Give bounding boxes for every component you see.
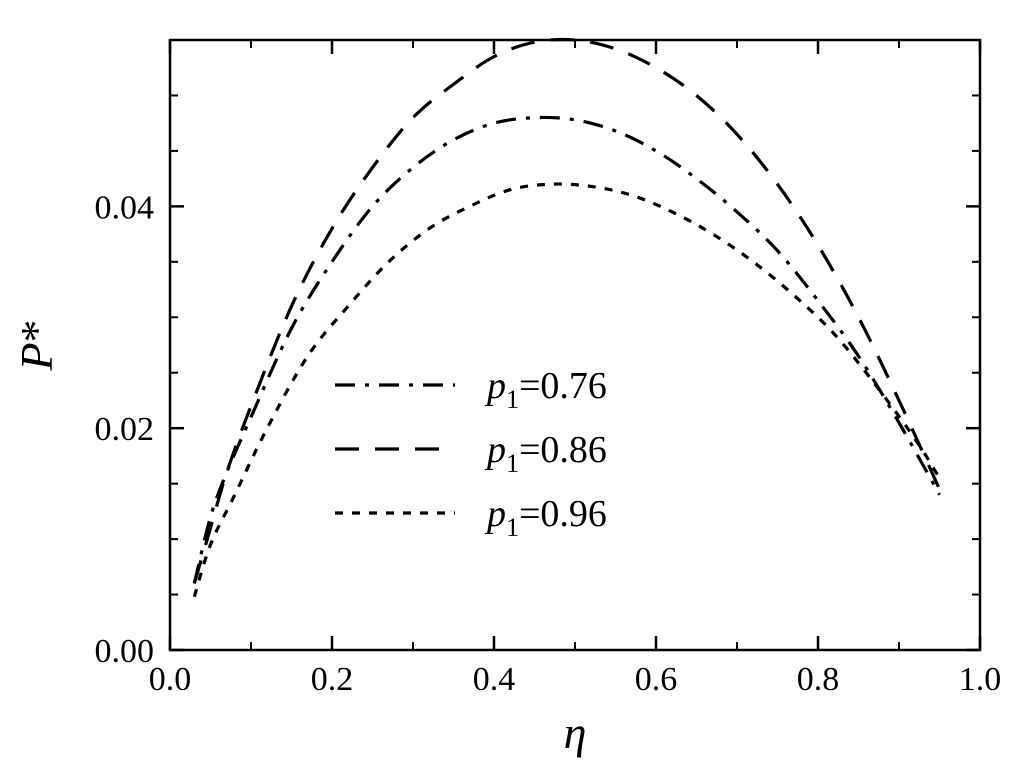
x-tick-label: 0.6 [635,661,678,698]
legend-label-p1_086: p1=0.86 [484,429,607,478]
line-chart: 0.0 0.2 0.4 0.6 0.8 1.0 0.00 0.02 0.04 η P* p1=0.76… [0,0,1024,774]
x-axis-title: η [564,707,587,758]
y-tick-label: 0.02 [95,411,155,448]
chart-container: 0.0 0.2 0.4 0.6 0.8 1.0 0.00 0.02 0.04 η P* p1=0.76… [0,0,1024,774]
x-tick-label: 0.0 [149,661,192,698]
y-tick-label: 0.04 [95,189,155,226]
y-axis-title: P* [11,319,62,371]
x-tick-label: 1.0 [959,661,1002,698]
x-tick-label: 0.4 [473,661,516,698]
plot-frame [170,40,980,650]
y-tick-label: 0.00 [95,633,155,670]
legend-label-p1_096: p1=0.96 [484,493,607,542]
legend-label-p1_076: p1=0.76 [484,365,607,414]
x-tick-label: 0.8 [797,661,840,698]
x-tick-label: 0.2 [311,661,354,698]
